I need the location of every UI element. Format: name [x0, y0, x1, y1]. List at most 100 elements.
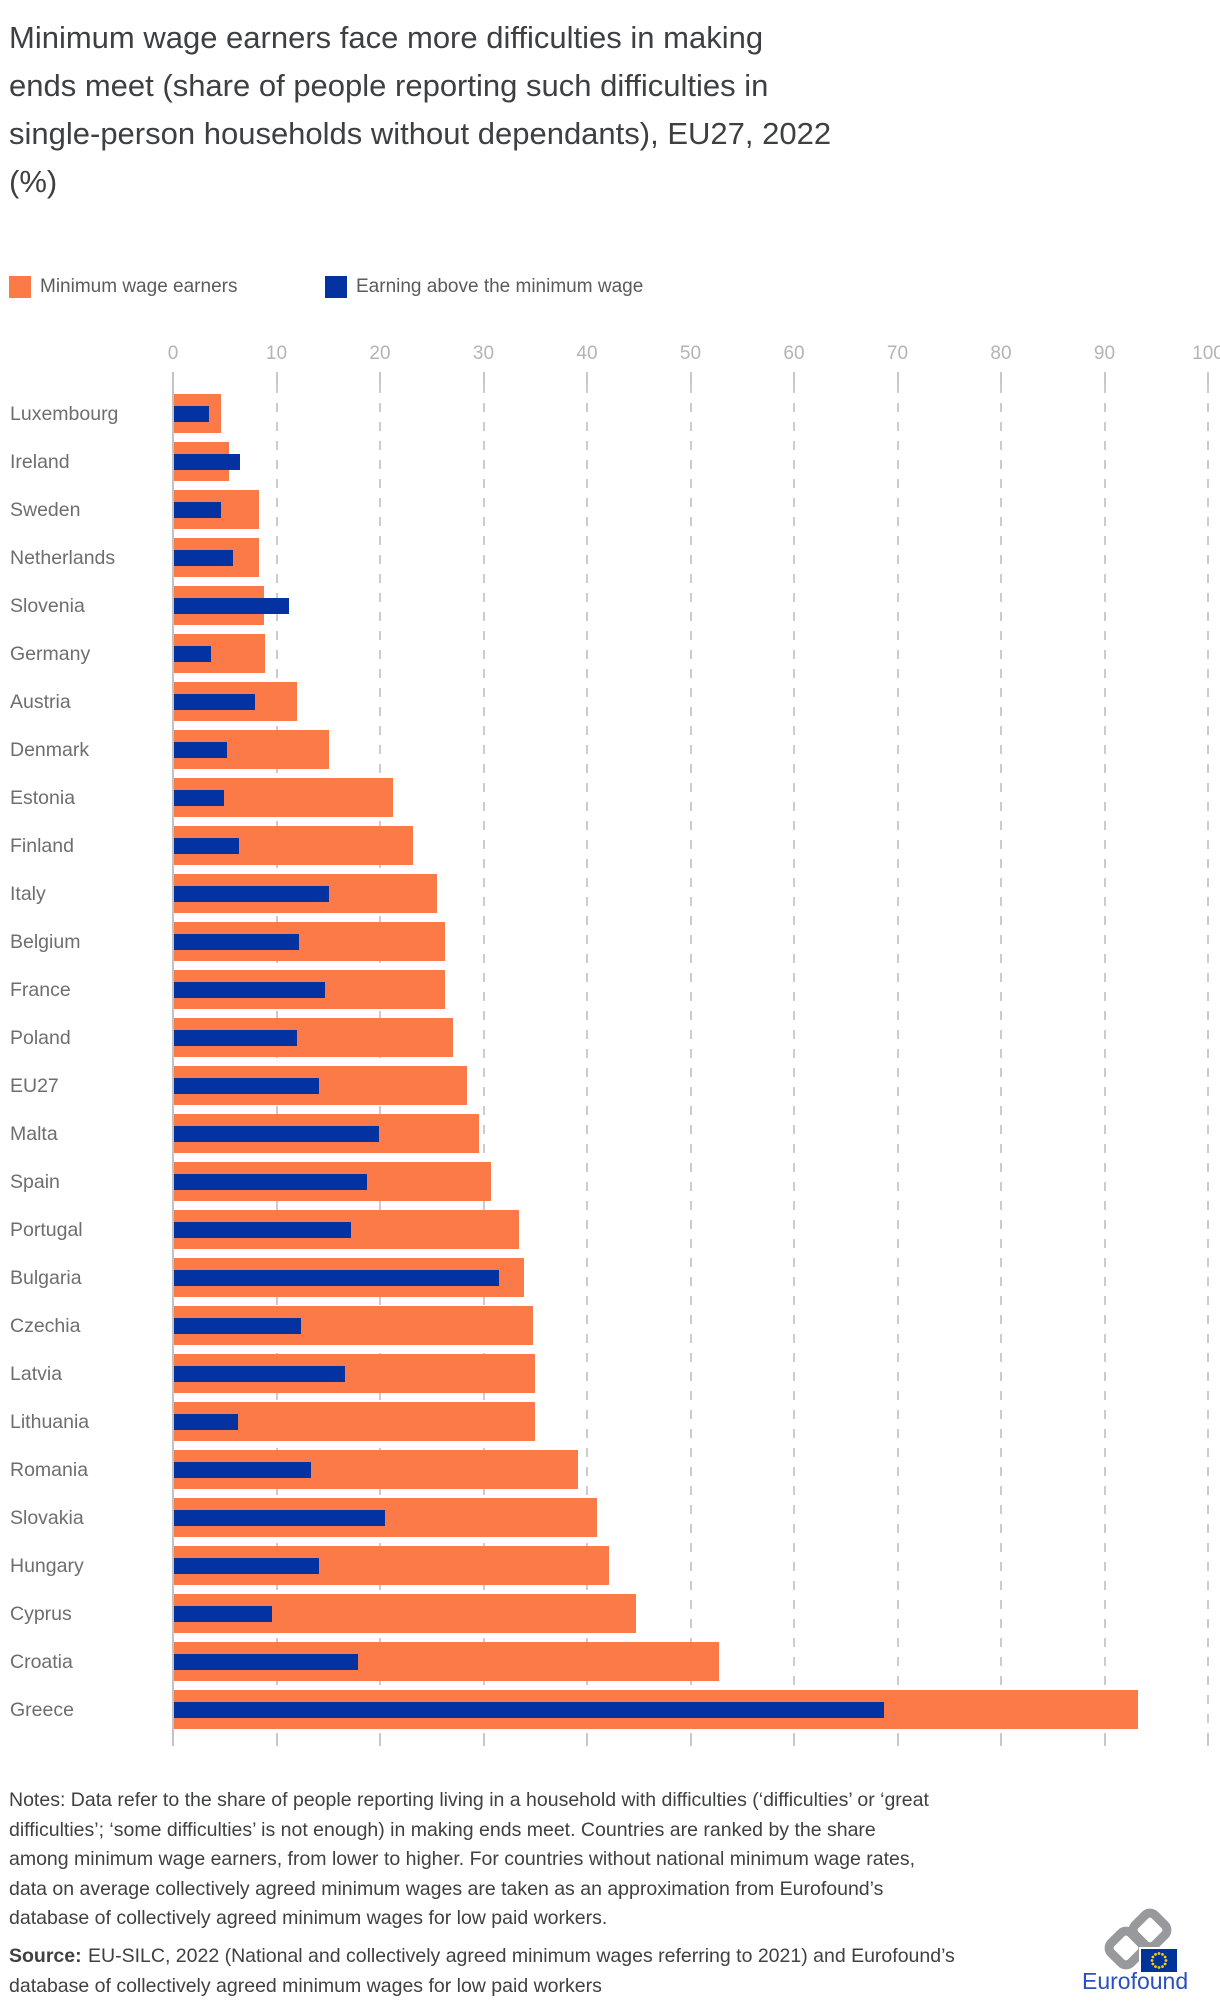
chart-title: Minimum wage earners face more difficult…	[9, 14, 831, 206]
x-axis-tick-label: 60	[783, 343, 805, 364]
bar-above-minimum-wage-hungary	[174, 1558, 319, 1574]
country-label-czechia: Czechia	[10, 1314, 81, 1337]
gridline-vertical	[793, 384, 795, 1734]
country-label-slovenia: Slovenia	[10, 594, 85, 617]
x-axis-bottom-tick	[1103, 1734, 1106, 1746]
bar-above-minimum-wage-slovakia	[174, 1510, 386, 1526]
bar-above-minimum-wage-netherlands	[174, 550, 233, 566]
x-axis-bottom-tick	[482, 1734, 485, 1746]
gridline-vertical	[482, 384, 485, 1734]
country-label-romania: Romania	[10, 1458, 89, 1481]
source-line: Source: EU-SILC, 2022 (National and colle…	[9, 1942, 955, 1972]
gridline-vertical	[1103, 384, 1106, 1734]
bar-above-minimum-wage-belgium	[174, 934, 300, 950]
notes-line: difficulties’; ‘some difficulties’ is no…	[9, 1818, 876, 1841]
x-axis-tick-label: 20	[369, 343, 391, 364]
eurofound-logo-text: Eurofound	[1082, 1968, 1188, 1994]
chart-title-line: Minimum wage earners face more difficult…	[9, 20, 764, 55]
country-label-luxembourg: Luxembourg	[10, 402, 119, 425]
bar-above-minimum-wage-estonia	[174, 790, 224, 806]
y-axis-line	[172, 372, 174, 1746]
country-label-netherlands: Netherlands	[10, 546, 116, 569]
bar-above-minimum-wage-cyprus	[174, 1606, 273, 1622]
bar-above-minimum-wage-germany	[174, 646, 212, 662]
bar-above-minimum-wage-bulgaria	[174, 1270, 499, 1286]
legend-swatch-orange	[9, 276, 31, 298]
bar-above-minimum-wage-malta	[174, 1126, 379, 1142]
x-axis-bottom-tick	[896, 1734, 899, 1746]
country-label-portugal: Portugal	[10, 1218, 83, 1241]
notes-line: data on average collectively agreed mini…	[9, 1877, 884, 1900]
gridline-vertical	[586, 384, 588, 1734]
country-label-france: France	[10, 978, 71, 1001]
country-label-ireland: Ireland	[10, 450, 70, 473]
country-label-germany: Germany	[10, 642, 91, 665]
country-label-austria: Austria	[10, 690, 71, 713]
country-label-eu27: EU27	[10, 1074, 59, 1097]
x-axis-tick-label: 100	[1192, 343, 1220, 364]
bar-above-minimum-wage-luxembourg	[174, 406, 210, 422]
x-axis-top-tick	[379, 372, 381, 384]
country-label-greece: Greece	[10, 1698, 74, 1721]
notes-line: Notes: Data refer to the share of people…	[9, 1789, 929, 1811]
country-label-sweden: Sweden	[10, 498, 81, 521]
x-axis-tick-label: 50	[679, 343, 702, 364]
country-label-cyprus: Cyprus	[10, 1602, 72, 1625]
country-label-finland: Finland	[10, 834, 74, 857]
legend-item-above-minimum-wage: Earning above the minimum wage	[325, 274, 643, 300]
gridline-vertical	[275, 384, 278, 1734]
notes-line: among minimum wage earners, from lower t…	[9, 1848, 916, 1870]
country-label-spain: Spain	[10, 1170, 60, 1193]
legend-item-minimum-wage: Minimum wage earners	[9, 274, 237, 300]
x-axis-bottom-tick	[275, 1734, 278, 1746]
gridline-vertical	[1000, 384, 1002, 1734]
country-label-lithuania: Lithuania	[10, 1410, 90, 1433]
bar-above-minimum-wage-latvia	[174, 1366, 345, 1382]
x-axis-top-tick	[793, 372, 795, 384]
x-axis-top-tick	[586, 372, 588, 384]
x-axis-tick-label: 80	[990, 343, 1012, 364]
notes-text: Notes: Data refer to the share of people…	[9, 1786, 929, 1934]
bar-above-minimum-wage-austria	[174, 694, 255, 710]
bar-above-minimum-wage-greece	[174, 1702, 884, 1718]
gridline-vertical	[689, 384, 692, 1734]
x-axis-top-tick	[275, 372, 278, 384]
eu-flag-icon	[1139, 1947, 1179, 1974]
legend-swatch-navy	[325, 276, 347, 298]
x-axis-bottom-tick	[379, 1734, 381, 1746]
eurofound-logo-graphic: Eurofound	[1082, 1908, 1188, 1994]
x-axis-tick-label: 10	[265, 343, 288, 364]
country-label-italy: Italy	[10, 882, 46, 905]
bar-above-minimum-wage-eu27	[174, 1078, 319, 1094]
country-label-belgium: Belgium	[10, 930, 81, 953]
source-line-text: EU-SILC, 2022 (National and collectively…	[88, 1945, 955, 1967]
gridline-vertical	[1207, 384, 1209, 1734]
country-label-latvia: Latvia	[10, 1362, 63, 1385]
x-axis-tick-label: 30	[472, 343, 495, 364]
country-label-denmark: Denmark	[10, 738, 90, 761]
source-line: database of collectively agreed minimum …	[9, 1974, 602, 1997]
bar-above-minimum-wage-croatia	[174, 1654, 359, 1670]
chart-title-line: ends meet (share of people reporting suc…	[9, 68, 769, 103]
bar-above-minimum-wage-poland	[174, 1030, 298, 1046]
bar-above-minimum-wage-slovenia	[174, 598, 289, 614]
x-axis-top-tick	[1207, 372, 1209, 384]
country-label-malta: Malta	[10, 1122, 58, 1145]
eurofound-logo: Eurofound	[1080, 1908, 1198, 1994]
x-axis-bottom-tick	[793, 1734, 795, 1746]
chart-title-line: single-person households without dependa…	[9, 116, 832, 151]
x-axis-bottom-tick	[586, 1734, 588, 1746]
x-axis-top-tick	[1000, 372, 1002, 384]
bar-above-minimum-wage-lithuania	[174, 1414, 239, 1430]
country-label-hungary: Hungary	[10, 1554, 84, 1577]
legend-label: Minimum wage earners	[40, 276, 238, 297]
gridline-vertical	[379, 384, 381, 1734]
x-axis-tick-label: 0	[167, 343, 179, 364]
bar-above-minimum-wage-romania	[174, 1462, 311, 1478]
x-axis-bottom-tick	[689, 1734, 692, 1746]
x-axis-tick-label: 90	[1093, 343, 1116, 364]
x-axis-tick-label: 40	[576, 343, 598, 364]
country-label-croatia: Croatia	[10, 1650, 73, 1673]
x-axis-top-tick	[689, 372, 692, 384]
x-axis-bottom-tick	[1207, 1734, 1209, 1746]
